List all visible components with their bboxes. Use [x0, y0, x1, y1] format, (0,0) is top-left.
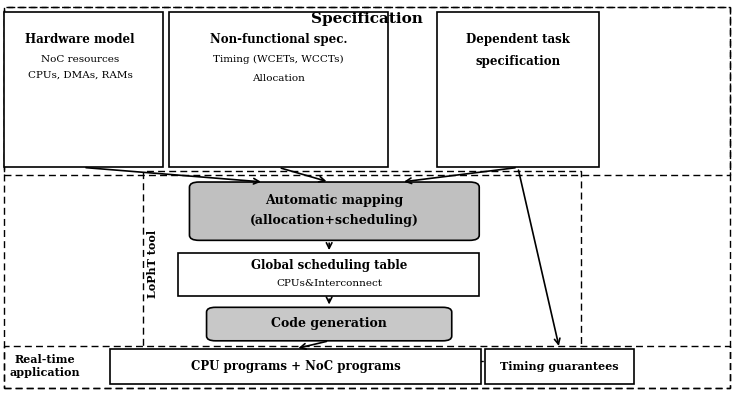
Text: Non-functional spec.: Non-functional spec.	[210, 33, 348, 46]
FancyBboxPatch shape	[189, 182, 479, 240]
Text: Real-time
application: Real-time application	[9, 354, 80, 377]
Text: (allocation+scheduling): (allocation+scheduling)	[250, 214, 419, 227]
Text: LoPhT tool: LoPhT tool	[147, 230, 158, 298]
Bar	[4, 12, 163, 167]
Text: Automatic mapping: Automatic mapping	[265, 195, 403, 207]
Text: NoC resources: NoC resources	[41, 55, 120, 63]
Text: Dependent task: Dependent task	[466, 33, 570, 46]
Bar	[178, 253, 479, 296]
Bar	[4, 346, 730, 388]
Text: Global scheduling table: Global scheduling table	[251, 260, 407, 272]
Text: Specification: Specification	[311, 12, 423, 26]
Bar	[485, 349, 634, 384]
Text: CPUs&Interconnect: CPUs&Interconnect	[276, 279, 382, 288]
Text: Code generation: Code generation	[271, 318, 387, 330]
Text: Hardware model: Hardware model	[25, 33, 135, 46]
Bar	[143, 171, 581, 361]
Text: Allocation: Allocation	[252, 74, 305, 83]
Text: Timing (WCETs, WCCTs): Timing (WCETs, WCCTs)	[213, 54, 344, 64]
Bar	[4, 7, 730, 175]
Bar	[169, 12, 388, 167]
Bar	[437, 12, 599, 167]
Text: specification: specification	[476, 55, 560, 67]
Bar	[110, 349, 481, 384]
Text: CPUs, DMAs, RAMs: CPUs, DMAs, RAMs	[27, 71, 133, 80]
FancyBboxPatch shape	[207, 307, 452, 341]
Text: CPU programs + NoC programs: CPU programs + NoC programs	[191, 360, 400, 373]
Text: Timing guarantees: Timing guarantees	[500, 361, 619, 372]
